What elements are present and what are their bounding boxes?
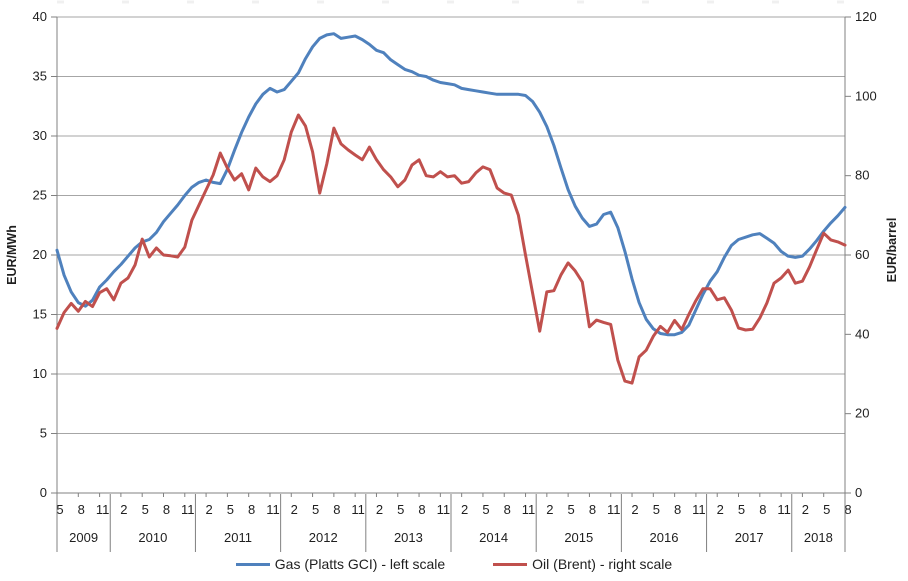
year-label: 2016 — [650, 530, 679, 545]
month-tick-label: 5 — [738, 502, 745, 517]
left-axis-tick-label: 0 — [40, 485, 47, 500]
year-label: 2011 — [224, 530, 252, 545]
left-axis-tick-label: 15 — [33, 307, 47, 322]
year-label: 2018 — [804, 530, 833, 545]
month-tick-label: 8 — [589, 502, 596, 517]
legend-item-gas: Gas (Platts GCI) - left scale — [235, 556, 446, 572]
left-axis-tick-label: 25 — [33, 188, 47, 203]
left-axis-tick-label: 30 — [33, 128, 47, 143]
month-tick-label: 11 — [437, 502, 451, 517]
year-label: 2017 — [735, 530, 764, 545]
month-tick-label: 2 — [802, 502, 809, 517]
year-label: 2013 — [394, 530, 423, 545]
left-axis-tick-label: 5 — [40, 426, 47, 441]
month-tick-label: 11 — [692, 502, 706, 517]
month-tick-label: 11 — [522, 502, 536, 517]
month-tick-label: 5 — [568, 502, 575, 517]
right-axis-title: EUR/barrel — [885, 218, 899, 283]
right-axis-tick-label: 80 — [855, 168, 869, 183]
month-tick-label: 5 — [56, 502, 63, 517]
month-tick-label: 5 — [142, 502, 149, 517]
month-tick-label: 8 — [759, 502, 766, 517]
left-axis-title: EUR/MWh — [5, 225, 19, 285]
month-tick-label: 8 — [844, 502, 851, 517]
right-axis-tick-label: 0 — [855, 485, 862, 500]
month-tick-label: 11 — [607, 502, 621, 517]
right-axis-tick-label: 120 — [855, 9, 877, 24]
gas-series-line — [55, 32, 847, 337]
left-axis-tick-label: 40 — [33, 9, 47, 24]
left-axis-tick-label: 20 — [33, 247, 47, 262]
left-axis-tick-label: 10 — [33, 366, 47, 381]
chart-legend: Gas (Platts GCI) - left scale Oil (Brent… — [0, 556, 908, 572]
left-axis-tick-label: 35 — [33, 69, 47, 84]
month-tick-label: 5 — [653, 502, 660, 517]
month-tick-label: 5 — [397, 502, 404, 517]
right-axis-tick-label: 20 — [855, 406, 869, 421]
month-tick-label: 11 — [266, 502, 280, 517]
oil-line-swatch — [493, 562, 528, 566]
month-tick-label: 8 — [674, 502, 681, 517]
right-axis-tick-label: 60 — [855, 247, 869, 262]
year-label: 2015 — [564, 530, 593, 545]
month-tick-label: 5 — [823, 502, 830, 517]
month-tick-label: 2 — [461, 502, 468, 517]
month-tick-label: 2 — [120, 502, 127, 517]
month-tick-label: 11 — [181, 502, 195, 517]
gas-line-swatch — [235, 562, 270, 566]
year-label: 2009 — [69, 530, 98, 545]
month-tick-label: 11 — [96, 502, 110, 517]
year-label: 2010 — [138, 530, 167, 545]
month-tick-label: 8 — [78, 502, 85, 517]
month-tick-label: 2 — [205, 502, 212, 517]
month-tick-label: 2 — [291, 502, 298, 517]
month-tick-label: 2 — [546, 502, 553, 517]
month-tick-label: 11 — [777, 502, 791, 517]
month-tick-label: 8 — [163, 502, 170, 517]
year-label: 2014 — [479, 530, 508, 545]
month-tick-label: 8 — [333, 502, 340, 517]
month-tick-label: 2 — [376, 502, 383, 517]
month-tick-label: 2 — [631, 502, 638, 517]
month-tick-label: 8 — [504, 502, 511, 517]
month-tick-label: 5 — [227, 502, 234, 517]
month-tick-label: 2 — [717, 502, 724, 517]
right-axis-tick-label: 100 — [855, 88, 877, 103]
legend-item-oil: Oil (Brent) - right scale — [493, 556, 672, 572]
year-label: 2012 — [309, 530, 338, 545]
month-tick-label: 11 — [351, 502, 365, 517]
right-axis-tick-label: 40 — [855, 326, 869, 341]
legend-label-gas: Gas (Platts GCI) - left scale — [274, 556, 446, 572]
month-tick-label: 8 — [418, 502, 425, 517]
oil-series-line — [55, 113, 847, 385]
month-tick-label: 5 — [482, 502, 489, 517]
month-tick-label: 8 — [248, 502, 255, 517]
legend-label-oil: Oil (Brent) - right scale — [532, 556, 673, 572]
month-tick-label: 5 — [312, 502, 319, 517]
